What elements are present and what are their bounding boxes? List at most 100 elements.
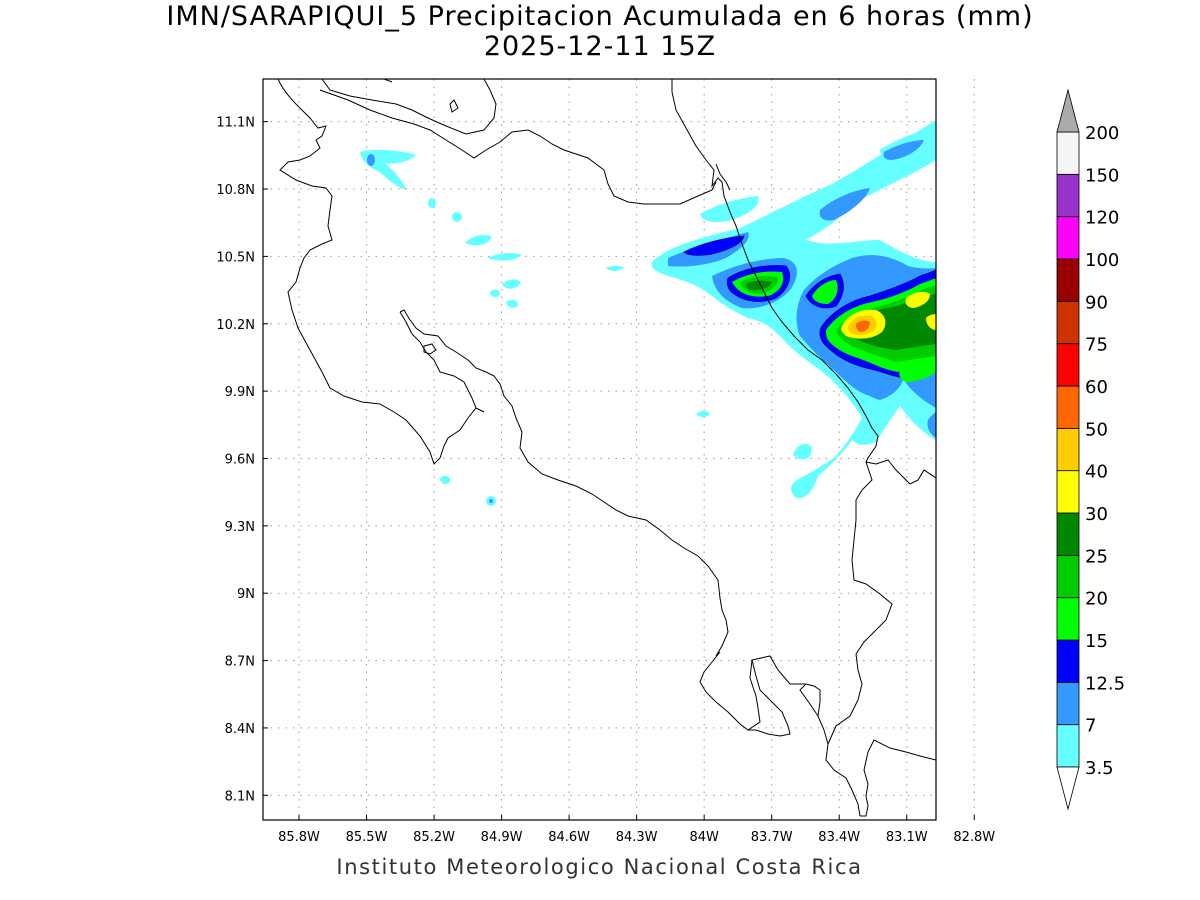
precip-cell: [490, 289, 500, 298]
coastline-path: [860, 739, 936, 817]
colorbar-segment: [1056, 258, 1080, 302]
colorbar-label: 30: [1085, 504, 1108, 525]
lat-tick-label: 9.3N: [225, 520, 255, 535]
coastline-path: [671, 79, 936, 485]
precip-7mm: [865, 375, 904, 400]
lon-tick-label: 82.8W: [953, 830, 995, 845]
lat-tick-label: 8.1N: [225, 789, 255, 804]
precip-15mm: [899, 354, 936, 382]
coastline-path: [715, 163, 731, 191]
colorbar-label: 7: [1085, 716, 1096, 737]
coastlines: [277, 79, 936, 817]
title-line-2: 2025-12-11 15Z: [483, 31, 717, 62]
coastline-path: [399, 309, 861, 817]
precip-15mm: [812, 280, 838, 304]
precipitation-field: [360, 120, 936, 506]
precip-cell: [465, 235, 492, 246]
lat-tick-label: 10.5N: [216, 250, 255, 265]
border-path: [827, 461, 893, 745]
colorbar-label: 40: [1085, 462, 1108, 483]
colorbar-segment: [1056, 681, 1080, 726]
lon-tick-label: 84.6W: [548, 830, 590, 845]
colorbar-segment: [1056, 597, 1080, 641]
border-path: [319, 89, 717, 205]
colorbar-label: 60: [1085, 377, 1108, 398]
lon-tick-label: 83.7W: [751, 830, 793, 845]
lat-tick-label: 9.9N: [225, 385, 255, 400]
colorbar-segment: [1056, 554, 1080, 599]
lat-tick-label: 8.7N: [225, 655, 255, 670]
colorbar-label: 200: [1085, 123, 1119, 144]
colorbar-segment: [1056, 512, 1080, 556]
colorbar-label: 50: [1085, 419, 1108, 440]
colorbar-label: 75: [1085, 335, 1108, 356]
coastline-path: [321, 79, 497, 135]
coastline-path: [277, 79, 485, 465]
colorbar-segment: [1056, 385, 1080, 429]
longitude-axis: 85.8W 85.5W 85.2W 84.9W 84.6W 84.3W 84W 83.7W 83…: [278, 815, 995, 845]
precip-cell: [489, 499, 493, 503]
precip-band-northeast: [651, 120, 936, 499]
precip-25mm: [746, 280, 772, 290]
colorbar-extend-min: [1056, 766, 1080, 811]
lon-tick-label: 84.3W: [616, 830, 658, 845]
colorbar-label: 12.5: [1085, 673, 1125, 694]
lat-tick-label: 8.4N: [225, 722, 255, 737]
precip-cell: [502, 279, 521, 289]
colorbar-segment: [1056, 639, 1080, 683]
lat-tick-label: 9N: [237, 587, 255, 602]
coastline-path: [799, 683, 819, 717]
colorbar: 3.5 7 12.5 15 20 25 30 40 50 60 75 90 100 120 150 200: [1056, 88, 1125, 811]
precip-cell: [696, 411, 710, 417]
lon-tick-label: 84W: [689, 830, 719, 845]
colorbar-label: 3.5: [1085, 758, 1114, 779]
precip-12-5mm: [683, 235, 745, 256]
precip-cell: [793, 443, 812, 460]
precip-7mm: [927, 412, 936, 438]
colorbar-extend-max: [1056, 88, 1080, 133]
colorbar-segment: [1056, 470, 1080, 514]
colorbar-segment: [1056, 724, 1080, 768]
precip-cell: [506, 299, 518, 308]
lon-tick-label: 83.4W: [818, 830, 860, 845]
precip-cell: [488, 253, 522, 261]
lat-tick-label: 10.2N: [216, 318, 255, 333]
lon-tick-label: 85.5W: [346, 830, 388, 845]
plot-frame: [262, 78, 937, 821]
colorbar-segment: [1056, 300, 1080, 345]
colorbar-label: 90: [1085, 292, 1108, 313]
precip-7mm: [883, 140, 924, 160]
title-line-1: IMN/SARAPIQUI_5 Precipitacion Acumulada …: [166, 1, 1034, 32]
credit-text: Instituto Meteorologico Nacional Costa R…: [336, 855, 863, 879]
precip-envelope-outer: [651, 120, 936, 499]
precip-cell: [440, 475, 451, 485]
precip-cells-light: [360, 149, 812, 506]
precip-30mm: [905, 291, 930, 308]
lon-tick-label: 83.1W: [886, 830, 928, 845]
colorbar-label: 150: [1085, 165, 1119, 186]
precip-7mm: [819, 188, 870, 221]
colorbar-label: 120: [1085, 208, 1119, 229]
lat-tick-label: 10.8N: [216, 183, 255, 198]
colorbar-segment: [1056, 427, 1080, 472]
colorbar-segment: [1056, 173, 1080, 218]
lon-tick-label: 84.9W: [481, 830, 523, 845]
colorbar-label: 15: [1085, 631, 1108, 652]
precip-cell: [367, 154, 375, 166]
colorbar-label: 100: [1085, 250, 1119, 271]
lat-tick-label: 11.1N: [216, 116, 255, 131]
colorbar-label: 20: [1085, 589, 1108, 610]
precip-cell: [452, 212, 462, 222]
coastline-path: [748, 659, 791, 737]
colorbar-segment: [1056, 216, 1080, 260]
colorbar-segment: [1056, 131, 1080, 175]
precip-60mm: [856, 320, 870, 332]
precip-cell: [428, 198, 436, 208]
island-outline: [423, 343, 437, 355]
latitude-axis: 11.1N 10.8N 10.5N 10.2N 9.9N 9.6N 9.3N 9N 8.7N 8.…: [216, 116, 268, 804]
colorbar-segment: [1056, 343, 1080, 387]
map-title: IMN/SARAPIQUI_5 Precipitacion Acumulada …: [0, 2, 1200, 62]
lon-tick-label: 85.2W: [413, 830, 455, 845]
colorbar-label: 25: [1085, 546, 1108, 567]
